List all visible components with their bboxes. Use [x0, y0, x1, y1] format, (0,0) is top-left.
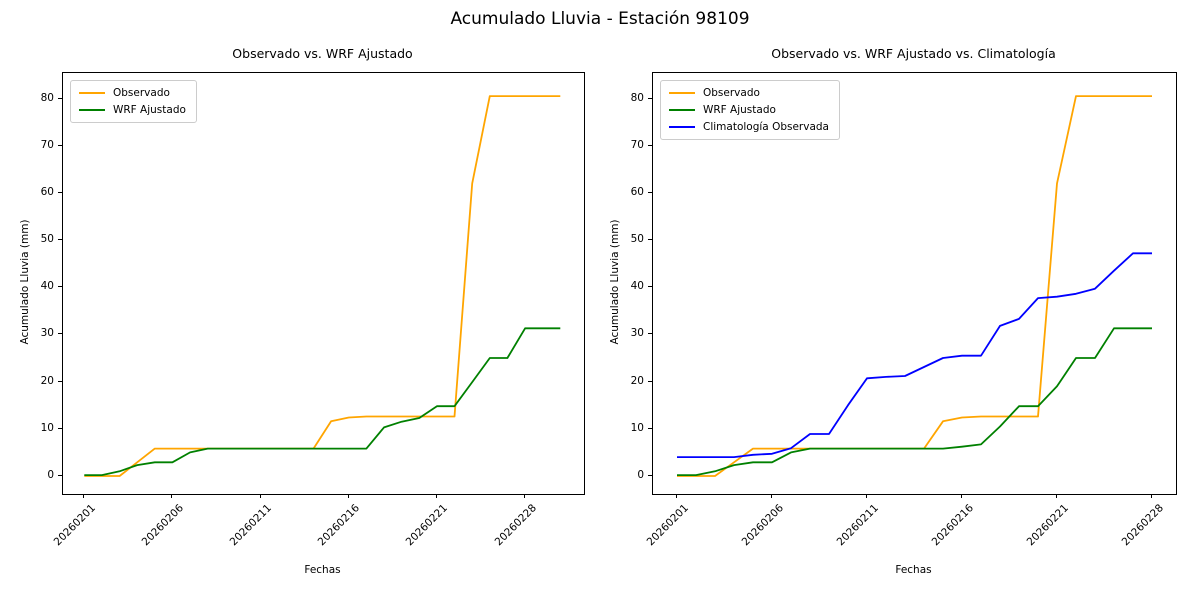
x-tick-label: 20260228: [1119, 502, 1166, 549]
y-tick-mark: [58, 427, 62, 429]
x-tick-label: 20260201: [644, 502, 691, 549]
y-tick-mark: [58, 475, 62, 476]
y-tick-mark: [648, 239, 652, 240]
legend-label: WRF Ajustado: [703, 104, 776, 116]
legend-label: Observado: [113, 87, 170, 99]
legend-line-swatch: [669, 109, 695, 111]
legend-line-swatch: [79, 109, 105, 111]
y-tick-label: 10: [40, 421, 54, 434]
x-tick-label: 20260211: [227, 502, 275, 549]
y-tick-label: 70: [40, 138, 54, 151]
x-tick-label: 20260221: [404, 502, 451, 549]
legend-item-observado: Observado: [79, 87, 186, 99]
y-tick-label: 20: [630, 374, 644, 387]
x-tick-mark: [435, 494, 437, 498]
y-tick-mark: [58, 239, 62, 240]
y-tick-mark: [648, 144, 652, 146]
y-tick-label: 70: [630, 138, 644, 151]
y-tick-mark: [58, 286, 62, 288]
x-tick-label: 20260206: [739, 502, 786, 549]
x-tick-mark: [771, 494, 772, 498]
legend-line-swatch: [79, 92, 105, 94]
x-tick-mark: [259, 494, 261, 498]
y-tick-label: 40: [630, 279, 644, 292]
subplot-left-plot-svg: [84, 95, 561, 477]
y-tick-label: 20: [40, 374, 54, 387]
x-tick-mark: [347, 494, 349, 498]
y-tick-mark: [58, 191, 62, 193]
line-climatolog-a-observada: [677, 252, 1152, 459]
legend-item-wrf-ajustado: WRF Ajustado: [79, 104, 186, 116]
figure-title: Acumulado Lluvia - Estación 98109: [450, 9, 750, 29]
subplot-right-xlabel: Fechas: [895, 564, 932, 576]
subplot-left-title: Observado vs. WRF Ajustado: [232, 46, 413, 61]
x-tick-label: 20260228: [492, 502, 539, 549]
line-observado: [84, 95, 561, 477]
legend-item-climatolog-a-observada: Climatología Observada: [669, 121, 829, 133]
y-tick-label: 80: [630, 91, 644, 104]
x-tick-label: 20260221: [1024, 502, 1071, 549]
subplot-left-legend: Observado WRF Ajustado: [70, 80, 197, 123]
x-tick-label: 20260211: [834, 502, 881, 549]
x-tick-mark: [866, 494, 867, 498]
y-tick-label: 0: [47, 468, 54, 481]
y-tick-label: 50: [40, 232, 54, 245]
legend-line-swatch: [669, 126, 695, 128]
y-tick-label: 60: [630, 185, 644, 198]
line-observado: [677, 95, 1152, 477]
subplot-right-axes: Observado WRF Ajustado Climatología Observ…: [652, 72, 1177, 495]
x-tick-mark: [676, 494, 677, 498]
y-tick-mark: [648, 97, 652, 99]
y-tick-label: 0: [637, 468, 644, 481]
y-tick-mark: [648, 380, 652, 382]
subplot-left-axes: Observado WRF Ajustado: [62, 72, 585, 495]
subplot-right-title: Observado vs. WRF Ajustado vs. Climatolo…: [771, 46, 1056, 61]
y-tick-mark: [58, 144, 62, 146]
line-wrf-ajustado: [84, 327, 561, 477]
y-tick-mark: [58, 97, 62, 99]
legend-item-wrf-ajustado: WRF Ajustado: [669, 104, 829, 116]
legend-label: Climatología Observada: [703, 121, 829, 133]
y-tick-label: 10: [630, 421, 644, 434]
legend-item-observado: Observado: [669, 87, 829, 99]
y-tick-mark: [648, 427, 652, 429]
y-tick-mark: [58, 380, 62, 382]
x-tick-mark: [1151, 494, 1152, 498]
x-tick-label: 20260216: [929, 502, 976, 549]
x-tick-label: 20260201: [51, 502, 98, 549]
legend-label: Observado: [703, 87, 760, 99]
y-tick-label: 60: [40, 185, 54, 198]
subplot-right-plot-svg: [677, 95, 1152, 477]
legend-label: WRF Ajustado: [113, 104, 186, 116]
x-tick-label: 20260216: [315, 502, 363, 549]
subplot-left-ylabel: Acumulado Lluvia (mm): [19, 219, 31, 345]
subplot-left-xlabel: Fechas: [304, 564, 341, 576]
x-tick-mark: [171, 494, 173, 498]
x-tick-mark: [961, 494, 962, 498]
subplot-right-ylabel: Acumulado Lluvia (mm): [609, 219, 621, 345]
x-tick-label: 20260206: [139, 502, 186, 549]
y-tick-label: 30: [630, 327, 644, 340]
y-tick-label: 80: [40, 91, 54, 104]
x-tick-mark: [1056, 494, 1057, 498]
y-tick-mark: [648, 286, 652, 288]
subplot-right-legend: Observado WRF Ajustado Climatología Observ…: [660, 80, 840, 140]
y-tick-mark: [648, 191, 652, 193]
y-tick-label: 50: [630, 232, 644, 245]
y-tick-mark: [648, 333, 652, 335]
y-tick-mark: [58, 333, 62, 335]
y-tick-label: 40: [40, 279, 54, 292]
line-wrf-ajustado: [677, 327, 1152, 477]
x-tick-mark: [524, 494, 525, 498]
y-tick-mark: [648, 475, 652, 476]
legend-line-swatch: [669, 92, 695, 94]
x-tick-mark: [83, 494, 85, 498]
y-tick-label: 30: [40, 327, 54, 340]
